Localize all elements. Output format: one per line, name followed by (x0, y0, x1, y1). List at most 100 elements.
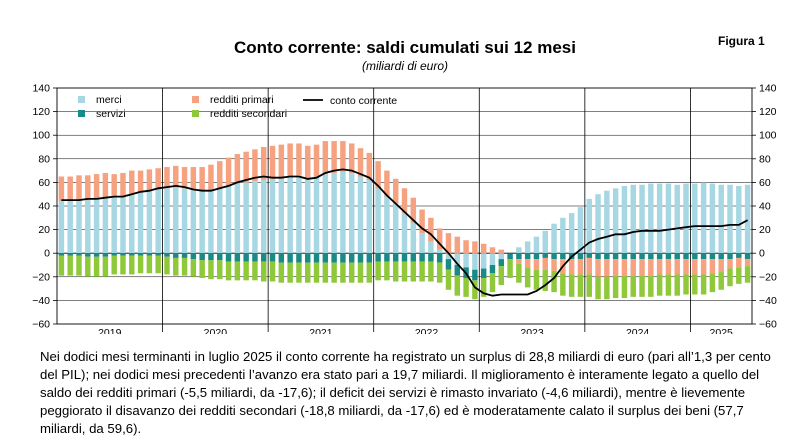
bar-merci (340, 171, 346, 254)
bar-redditi-secondari (674, 274, 680, 296)
bar-redditi-primari (551, 259, 557, 271)
bar-redditi-secondari (436, 262, 443, 283)
bar-merci (243, 182, 249, 254)
bar-redditi-primari (612, 259, 619, 276)
bar-servizi (551, 253, 557, 260)
bar-servizi (146, 253, 153, 256)
bar-servizi (173, 253, 179, 258)
bar-redditi-secondari (375, 261, 381, 281)
bar-merci (155, 189, 161, 254)
bar-merci (428, 241, 434, 254)
bar-redditi-secondari (683, 274, 689, 295)
bar-servizi (331, 253, 337, 263)
bar-servizi (419, 253, 425, 262)
bar-servizi (217, 253, 223, 261)
bar-redditi-primari (85, 175, 91, 201)
bar-redditi-primari (533, 259, 540, 270)
y-tick-label-left: 80 (38, 153, 50, 165)
bar-redditi-secondari (217, 260, 223, 280)
bar-servizi (278, 253, 285, 263)
bar-merci (225, 185, 232, 254)
bar-merci (137, 191, 144, 254)
bar-redditi-primari (76, 175, 82, 201)
bar-servizi (261, 253, 267, 262)
bar-merci (287, 176, 293, 254)
bar-redditi-secondari (577, 274, 584, 297)
bar-redditi-secondari (243, 261, 249, 281)
bar-redditi-secondari (85, 256, 91, 277)
bar-redditi-secondari (621, 275, 628, 299)
bar-merci (489, 253, 496, 265)
bar-merci (568, 213, 575, 254)
bar-servizi (665, 253, 672, 260)
bar-redditi-secondari (278, 262, 285, 283)
bar-redditi-primari (234, 154, 241, 184)
bar-merci (683, 183, 689, 254)
bar-merci (252, 181, 258, 254)
bar-servizi (384, 253, 390, 262)
bar-redditi-secondari (472, 280, 478, 300)
bar-redditi-secondari (560, 273, 566, 296)
bar-merci (278, 177, 285, 254)
bar-redditi-primari (269, 145, 276, 179)
bar-merci (366, 180, 373, 254)
bar-servizi (305, 253, 311, 263)
bar-merci (164, 188, 170, 254)
bar-redditi-secondari (480, 277, 487, 297)
bar-servizi (375, 253, 381, 262)
bar-redditi-secondari (199, 260, 205, 278)
bar-merci (120, 196, 126, 254)
bar-merci (533, 236, 540, 254)
bar-servizi (155, 253, 161, 256)
y-tick-label-right: 120 (759, 106, 777, 118)
bar-servizi (120, 253, 126, 256)
bar-redditi-primari (498, 249, 504, 254)
bar-redditi-primari (287, 143, 293, 177)
bar-servizi (190, 253, 197, 260)
bar-servizi (164, 253, 170, 257)
bar-redditi-secondari (401, 261, 408, 282)
y-tick-label-right: 40 (759, 201, 771, 213)
bar-redditi-secondari (287, 262, 293, 283)
bar-servizi (208, 253, 214, 261)
bar-redditi-secondari (410, 261, 417, 282)
bar-redditi-primari (225, 157, 232, 186)
bar-redditi-secondari (568, 274, 575, 297)
bar-merci (173, 187, 179, 254)
bar-servizi (137, 253, 144, 256)
bar-merci (480, 253, 487, 269)
bar-redditi-primari (217, 161, 223, 189)
bar-servizi (656, 253, 663, 260)
bar-redditi-primari (366, 152, 373, 181)
x-year-label: 2022 (415, 327, 439, 334)
bar-merci (656, 183, 663, 254)
bar-servizi (744, 253, 751, 260)
bar-redditi-secondari (137, 255, 144, 274)
bar-merci (498, 253, 504, 260)
bar-redditi-secondari (392, 261, 399, 282)
bar-redditi-secondari (111, 255, 117, 275)
bar-servizi (612, 253, 619, 260)
bar-merci (472, 253, 478, 270)
bar-redditi-primari (173, 165, 179, 188)
y-tick-label-right: 20 (759, 224, 771, 236)
y-tick-label-left: −60 (32, 319, 50, 331)
bar-redditi-primari (674, 259, 680, 275)
bar-servizi (392, 253, 399, 262)
bar-merci (621, 185, 628, 254)
bar-redditi-primari (322, 141, 329, 175)
bar-redditi-primari (137, 170, 144, 192)
bar-redditi-primari (595, 259, 601, 277)
bar-servizi (410, 253, 417, 262)
bar-redditi-primari (331, 141, 337, 173)
caption: Nei dodici mesi terminanti in luglio 202… (40, 348, 780, 438)
bar-redditi-primari (656, 259, 663, 275)
bar-servizi (85, 253, 91, 257)
bar-merci (692, 183, 698, 254)
legend-swatch-redditi-secondari (192, 110, 199, 117)
bar-redditi-primari (278, 144, 285, 178)
bar-redditi-primari (67, 176, 73, 202)
bar-redditi-primari (392, 178, 399, 204)
bar-servizi (621, 253, 628, 260)
bar-redditi-secondari (348, 262, 355, 283)
